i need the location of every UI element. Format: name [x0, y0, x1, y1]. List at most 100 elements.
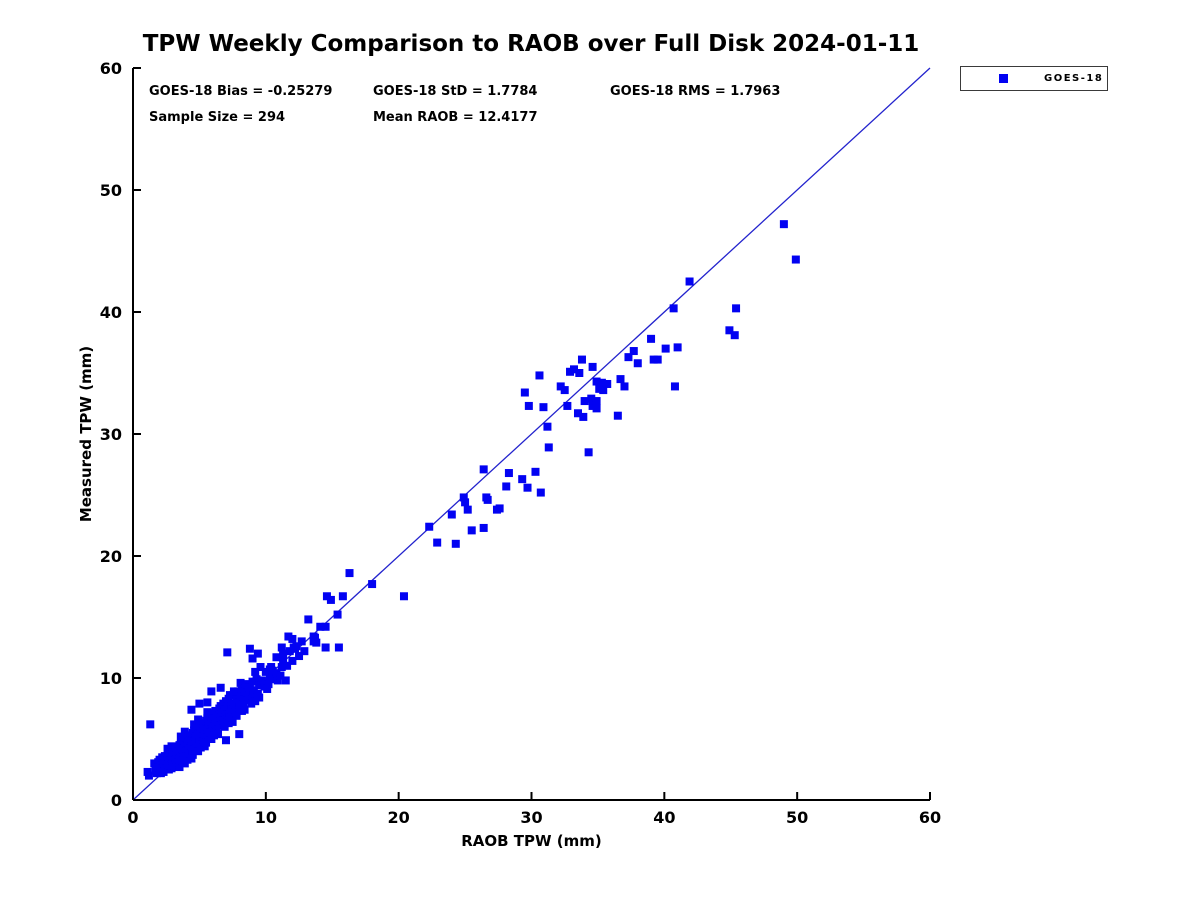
data-point: [467, 526, 476, 535]
data-point: [661, 344, 670, 353]
data-point: [252, 675, 261, 684]
data-point: [187, 705, 196, 714]
y-tick-label: 30: [100, 425, 122, 444]
data-point: [312, 638, 321, 647]
data-point: [479, 523, 488, 532]
data-point: [544, 443, 553, 452]
data-point: [281, 676, 290, 685]
data-point: [243, 688, 252, 697]
data-point: [279, 649, 288, 658]
y-tick-label: 10: [100, 669, 122, 688]
x-tick-label: 20: [388, 808, 410, 827]
data-point: [295, 652, 304, 661]
data-point: [592, 397, 601, 406]
data-point: [255, 681, 264, 690]
data-point: [175, 763, 184, 772]
x-tick-label: 50: [786, 808, 808, 827]
data-point: [326, 595, 335, 604]
data-point: [479, 465, 488, 474]
data-point: [272, 653, 281, 662]
chart-title: TPW Weekly Comparison to RAOB over Full …: [142, 31, 920, 57]
data-point: [669, 304, 678, 313]
data-point: [563, 401, 572, 410]
data-point: [543, 422, 552, 431]
data-point: [228, 717, 237, 726]
data-point: [225, 713, 234, 722]
data-point: [732, 304, 741, 313]
data-point: [575, 369, 584, 377]
data-point: [447, 510, 456, 519]
data-point: [202, 738, 211, 747]
data-point: [685, 277, 694, 286]
data-point: [502, 482, 511, 491]
data-point: [463, 505, 472, 514]
data-point: [629, 347, 638, 356]
data-point: [203, 698, 212, 707]
data-point: [277, 643, 286, 652]
data-point: [570, 365, 579, 374]
data-point: [620, 382, 629, 391]
x-axis-label: RAOB TPW (mm): [461, 832, 602, 850]
data-point: [321, 622, 330, 631]
data-point: [579, 412, 588, 421]
data-point: [221, 736, 230, 745]
data-point: [633, 359, 642, 368]
stat-rms: GOES-18 RMS = 1.7963: [610, 84, 781, 99]
data-point: [256, 663, 265, 672]
data-point: [504, 469, 513, 478]
data-point: [245, 644, 254, 653]
data-point: [223, 648, 232, 657]
data-point: [624, 353, 633, 362]
data-point: [288, 634, 297, 643]
data-point: [647, 334, 656, 343]
data-point: [536, 488, 545, 497]
data-point: [232, 711, 241, 720]
data-point: [483, 495, 492, 504]
data-point: [399, 592, 408, 601]
data-point: [461, 498, 470, 507]
data-point: [195, 699, 204, 708]
y-tick-label: 60: [100, 59, 122, 78]
data-point: [433, 538, 442, 547]
data-point: [613, 411, 622, 420]
data-point: [207, 687, 216, 696]
x-tick-label: 40: [653, 808, 675, 827]
data-point: [368, 580, 377, 589]
data-point: [588, 362, 597, 371]
data-point: [653, 355, 662, 364]
data-point: [255, 693, 264, 702]
data-point: [791, 255, 800, 264]
data-point: [334, 643, 343, 652]
data-point: [459, 493, 468, 502]
data-point: [425, 522, 434, 531]
data-point: [264, 680, 273, 689]
y-tick-label: 50: [100, 181, 122, 200]
data-point: [304, 615, 313, 624]
data-point: [144, 771, 153, 780]
data-point: [597, 378, 606, 387]
data-point: [239, 695, 248, 704]
data-point: [599, 386, 608, 395]
data-point: [573, 409, 582, 418]
y-axis-label: Measured TPW (mm): [77, 345, 95, 523]
stat-mean-raob: Mean RAOB = 12.4177: [373, 110, 538, 125]
data-point: [577, 355, 586, 364]
data-point: [495, 504, 504, 513]
data-point: [251, 667, 260, 676]
data-point: [520, 388, 529, 397]
data-point: [257, 676, 266, 685]
data-point: [263, 684, 272, 693]
data-point: [216, 683, 225, 692]
data-point: [276, 671, 285, 680]
data-point: [523, 483, 532, 492]
data-point: [730, 331, 739, 340]
data-point: [338, 592, 347, 601]
data-point: [248, 654, 257, 663]
data-point: [524, 401, 533, 410]
x-tick-label: 30: [520, 808, 542, 827]
data-point: [297, 637, 306, 646]
legend: GOES-18: [960, 66, 1108, 91]
data-point: [345, 569, 354, 578]
data-point: [616, 375, 625, 384]
